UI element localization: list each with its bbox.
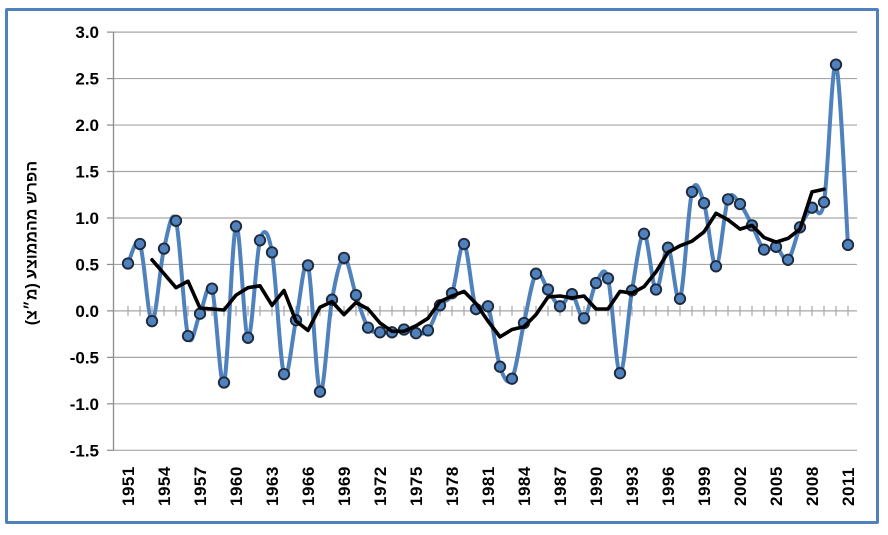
data-point-marker <box>613 367 627 380</box>
data-point-marker <box>673 292 687 305</box>
y-tick-label: 0.5 <box>75 255 99 274</box>
data-point-marker <box>301 259 315 272</box>
x-tick-label: 1951 <box>119 466 138 506</box>
data-point-marker <box>649 283 663 296</box>
x-tick-label: 2002 <box>731 466 750 506</box>
y-tick-label: -0.5 <box>70 348 99 367</box>
x-tick-label: 1957 <box>191 466 210 506</box>
x-tick-label: 1990 <box>587 466 606 506</box>
data-point-marker <box>721 193 735 206</box>
data-point-marker <box>361 321 375 334</box>
data-point-marker <box>373 326 387 339</box>
data-point-marker <box>529 267 543 280</box>
y-tick-label: -1.5 <box>70 441 99 460</box>
data-point-marker <box>709 260 723 273</box>
data-point-marker <box>133 237 147 251</box>
data-point-marker <box>733 197 747 211</box>
x-tick-label: 1984 <box>515 466 534 506</box>
data-point-marker <box>121 257 135 270</box>
y-tick-label: 0.0 <box>75 302 99 321</box>
data-point-marker <box>409 327 423 340</box>
x-tick-label: 1960 <box>227 466 246 506</box>
y-tick-label: 1.0 <box>75 209 99 228</box>
x-tick-label: 1975 <box>407 466 426 506</box>
moving-average-line <box>150 187 826 339</box>
x-tick-label: 2011 <box>839 467 858 506</box>
data-point-marker <box>757 243 771 256</box>
data-point-marker <box>781 253 795 266</box>
y-tick-label: 1.5 <box>75 163 99 182</box>
x-tick-label: 1954 <box>155 466 174 506</box>
chart-frame <box>5 8 879 524</box>
data-point-marker <box>421 324 435 337</box>
data-point-marker <box>481 300 495 313</box>
data-point-marker <box>637 227 651 240</box>
data-point-marker <box>349 288 363 302</box>
data-point-marker <box>505 372 519 385</box>
x-tick-label: 1981 <box>479 466 498 506</box>
x-tick-label: 1978 <box>443 466 462 506</box>
x-tick-label: 2005 <box>767 466 786 506</box>
y-tick-label: -1.0 <box>70 395 99 414</box>
x-tick-label: 1966 <box>299 466 318 506</box>
data-point-marker <box>577 312 591 325</box>
data-point-marker <box>685 185 699 199</box>
data-point-marker <box>697 196 711 210</box>
x-tick-label: 1999 <box>695 466 714 506</box>
data-point-marker <box>841 238 855 252</box>
data-point-marker <box>181 329 195 343</box>
y-tick-label: 2.0 <box>75 116 99 135</box>
x-tick-label: 2008 <box>803 466 822 506</box>
x-tick-label: 1969 <box>335 466 354 506</box>
y-tick-label: 3.0 <box>75 23 99 42</box>
data-point-marker <box>169 214 183 227</box>
data-point-marker <box>217 376 231 389</box>
data-point-marker <box>493 360 507 373</box>
y-tick-label: 2.5 <box>75 70 99 89</box>
data-point-marker <box>277 367 291 381</box>
data-point-marker <box>313 385 327 398</box>
data-point-marker <box>241 331 255 344</box>
data-point-marker <box>157 242 171 255</box>
data-point-marker <box>265 246 279 259</box>
data-point-marker <box>817 196 831 209</box>
data-point-marker <box>457 237 471 251</box>
data-point-marker <box>601 272 615 285</box>
data-point-marker <box>145 314 159 328</box>
data-point-marker <box>229 220 243 233</box>
x-tick-label: 1963 <box>263 466 282 506</box>
data-point-marker <box>541 283 555 296</box>
data-point-marker <box>553 300 567 313</box>
data-point-marker <box>829 58 843 71</box>
x-tick-label: 1987 <box>551 466 570 506</box>
data-point-marker <box>253 234 267 247</box>
x-tick-label: 1993 <box>623 466 642 506</box>
x-tick-label: 1972 <box>371 466 390 506</box>
data-point-marker <box>205 282 219 295</box>
data-point-marker <box>589 276 603 290</box>
data-point-marker <box>337 251 351 265</box>
x-tick-label: 1996 <box>659 466 678 506</box>
